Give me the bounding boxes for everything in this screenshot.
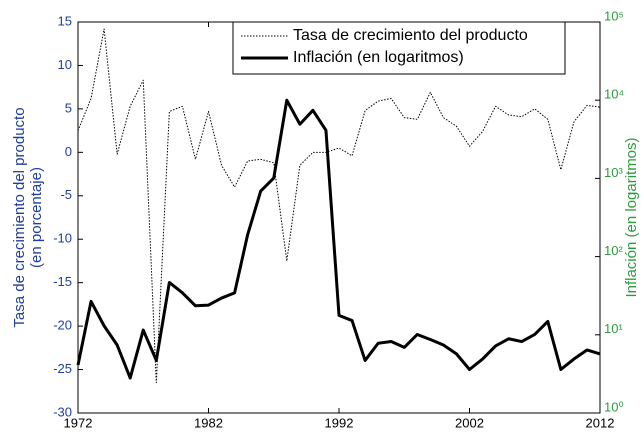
y-tick-label: 15 [58, 13, 72, 28]
y-axis-label: (en porcentaje) [28, 167, 45, 268]
y-tick-label: -10 [53, 231, 72, 246]
legend-label: Tasa de crecimiento del producto [293, 27, 528, 44]
series-line [76, 98, 601, 380]
y-tick-label: 5 [65, 100, 72, 115]
y-tick-label: -30 [53, 404, 72, 419]
legend-label: Inflación (en logaritmos) [293, 49, 464, 66]
y-axis-label: Tasa de crecimiento del producto [11, 107, 28, 327]
y2-tick-label: 10⁵ [604, 8, 624, 23]
x-tick-label: 1992 [325, 415, 354, 430]
y-tick-label: 0 [65, 144, 72, 159]
y-tick-label: -20 [53, 318, 72, 333]
y2-tick-label: 10⁴ [604, 87, 624, 102]
series-line [77, 28, 601, 384]
y2-tick-label: 10⁰ [604, 399, 624, 414]
y2-tick-label: 10³ [604, 165, 623, 180]
x-tick-label: 2002 [455, 415, 484, 430]
x-tick-label: 1982 [194, 415, 223, 430]
y2-axis-label: Inflación (en logaritmos) [623, 137, 640, 297]
x-tick-label: 1972 [64, 415, 93, 430]
x-tick-label: 2012 [586, 415, 615, 430]
y-tick-label: -15 [53, 274, 72, 289]
legend-box [232, 21, 566, 75]
y2-tick-label: 10² [604, 243, 623, 258]
y-tick-label: -5 [60, 187, 72, 202]
y-tick-label: 10 [58, 57, 72, 72]
y2-tick-label: 10¹ [604, 321, 623, 336]
y-tick-label: -25 [53, 361, 72, 376]
